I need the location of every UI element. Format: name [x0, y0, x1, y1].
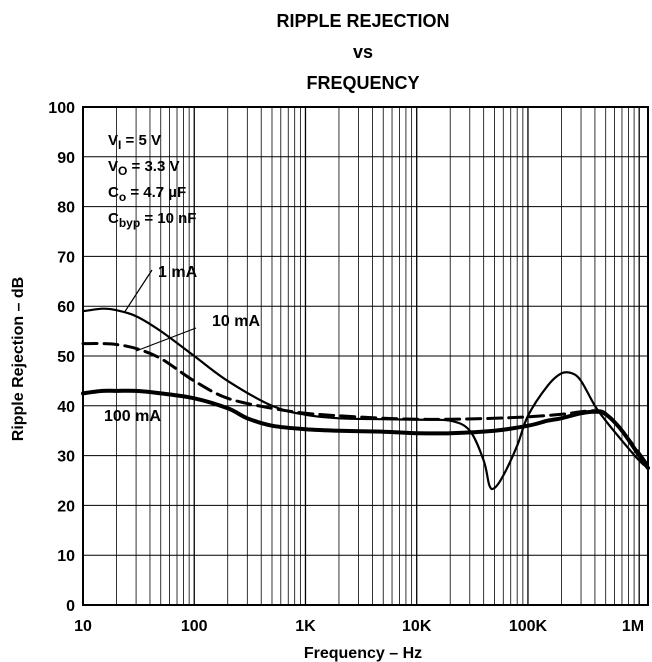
condition-line: VO = 3.3 V [108, 158, 179, 178]
test-conditions: VI = 5 V VO = 3.3 V Co = 4.7 µF Cbyp = 10 n… [108, 132, 196, 230]
y-axis-label: Ripple Rejection – dB [10, 277, 27, 441]
y-tick-label: 70 [57, 249, 75, 266]
leader-1ma [123, 269, 153, 314]
curve-label-100ma: 100 mA [104, 408, 161, 425]
chart-title-line-1: RIPPLE REJECTION [276, 11, 449, 31]
x-tick-label: 10 [74, 618, 92, 635]
y-tick-label: 0 [66, 598, 75, 615]
curve-label-10ma: 10 mA [212, 313, 260, 330]
y-tick-label: 20 [57, 498, 75, 515]
condition-line: VI = 5 V [108, 132, 161, 152]
data-curves [81, 307, 650, 491]
x-tick-label: 1M [622, 618, 644, 635]
y-tick-label: 80 [57, 200, 75, 217]
x-tick-labels: 10 100 1K 10K 100K 1M [74, 618, 644, 635]
series-line-100ma [81, 388, 650, 470]
y-tick-label: 10 [57, 548, 75, 565]
leader-10ma [135, 327, 197, 352]
y-tick-label: 90 [57, 150, 75, 167]
chart-title-line-3: FREQUENCY [306, 73, 419, 93]
x-tick-label: 100 [181, 618, 208, 635]
y-tick-label: 50 [57, 349, 75, 366]
y-tick-label: 40 [57, 399, 75, 416]
series-line-1ma [81, 307, 650, 491]
x-tick-label: 10K [402, 618, 432, 635]
curve-label-1ma: 1 mA [158, 264, 198, 281]
series-line-10ma [81, 342, 650, 468]
condition-line: Co = 4.7 µF [108, 184, 186, 204]
condition-line: Cbyp = 10 nF [108, 210, 196, 230]
y-tick-label: 30 [57, 449, 75, 466]
x-tick-label: 100K [509, 618, 548, 635]
chart-title-line-2: vs [353, 42, 373, 62]
curve-labels: 1 mA 10 mA 100 mA [104, 264, 260, 425]
grid [82, 106, 648, 606]
x-tick-label: 1K [295, 618, 316, 635]
y-tick-labels: 0 10 20 30 40 50 60 70 80 90 100 [48, 100, 75, 615]
x-axis-label: Frequency – Hz [304, 645, 422, 662]
y-tick-label: 60 [57, 299, 75, 316]
plot-frame [82, 106, 649, 606]
y-tick-label: 100 [48, 100, 75, 117]
